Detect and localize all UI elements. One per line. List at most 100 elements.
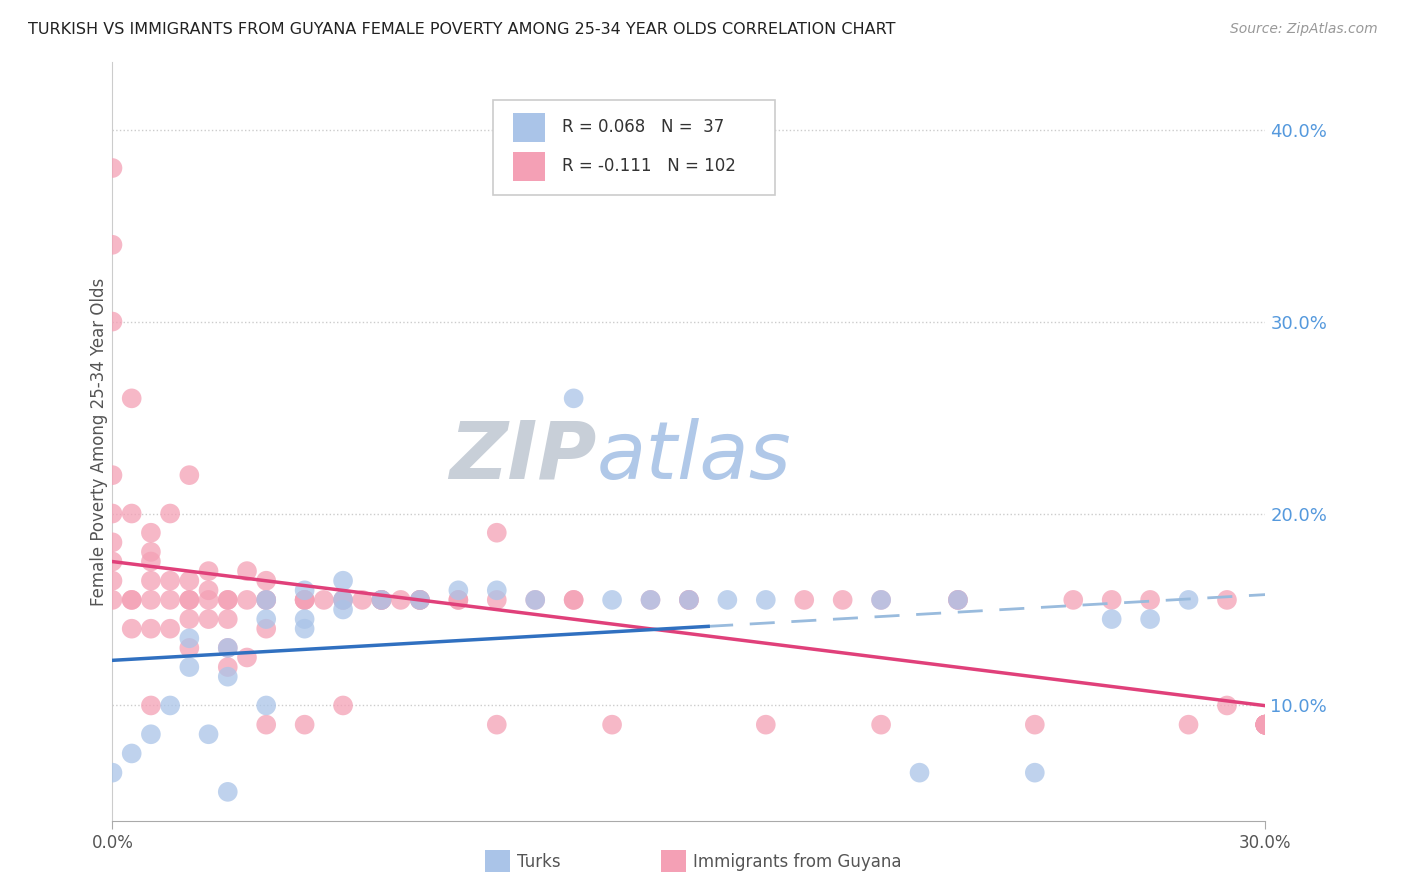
Point — [139, 554, 162, 568]
Point — [121, 507, 143, 521]
Point — [197, 727, 219, 741]
Point — [1139, 593, 1161, 607]
Point — [294, 717, 316, 731]
Point — [640, 593, 662, 607]
Point — [485, 583, 508, 598]
Point — [139, 698, 162, 713]
Point — [1024, 765, 1046, 780]
Point — [121, 747, 143, 761]
Point — [409, 593, 432, 607]
Point — [524, 593, 547, 607]
Point — [332, 593, 354, 607]
Point — [1024, 717, 1046, 731]
Point — [139, 574, 162, 588]
Point — [101, 507, 124, 521]
Point — [101, 535, 124, 549]
Point — [312, 593, 335, 607]
Point — [1177, 593, 1199, 607]
Point — [139, 545, 162, 559]
Point — [254, 574, 277, 588]
Point — [332, 698, 354, 713]
Point — [1254, 717, 1277, 731]
Point — [716, 593, 738, 607]
Point — [101, 237, 124, 252]
Point — [254, 593, 277, 607]
Point — [101, 765, 124, 780]
Point — [179, 593, 201, 607]
Point — [678, 593, 700, 607]
Point — [332, 593, 354, 607]
Point — [793, 593, 815, 607]
Point — [217, 593, 239, 607]
Point — [159, 574, 181, 588]
Point — [447, 593, 470, 607]
Point — [217, 593, 239, 607]
Point — [179, 574, 201, 588]
Point — [159, 593, 181, 607]
Point — [159, 698, 181, 713]
Point — [332, 602, 354, 616]
Point — [294, 593, 316, 607]
Point — [101, 554, 124, 568]
Point — [755, 717, 778, 731]
Text: R = 0.068   N =  37: R = 0.068 N = 37 — [562, 119, 724, 136]
Point — [101, 161, 124, 175]
Point — [1062, 593, 1084, 607]
Text: R = -0.111   N = 102: R = -0.111 N = 102 — [562, 158, 735, 176]
Point — [217, 640, 239, 655]
Point — [1254, 717, 1277, 731]
Point — [870, 593, 893, 607]
Point — [294, 583, 316, 598]
Text: ZIP: ZIP — [450, 417, 596, 496]
Point — [254, 717, 277, 731]
Point — [946, 593, 969, 607]
Point — [447, 583, 470, 598]
Point — [409, 593, 432, 607]
Point — [121, 622, 143, 636]
Text: atlas: atlas — [596, 417, 792, 496]
Point — [294, 622, 316, 636]
Text: Turks: Turks — [517, 853, 561, 871]
Point — [179, 640, 201, 655]
Point — [409, 593, 432, 607]
Point — [370, 593, 392, 607]
Point — [908, 765, 931, 780]
Point — [640, 593, 662, 607]
Point — [485, 593, 508, 607]
Point — [831, 593, 853, 607]
Point — [946, 593, 969, 607]
Point — [179, 612, 201, 626]
Point — [179, 660, 201, 674]
Point — [1177, 717, 1199, 731]
Point — [179, 593, 201, 607]
Point — [139, 622, 162, 636]
Point — [197, 583, 219, 598]
Point — [217, 660, 239, 674]
Point — [485, 525, 508, 540]
Point — [524, 593, 547, 607]
Point — [179, 468, 201, 483]
Point — [236, 650, 259, 665]
Point — [254, 698, 277, 713]
Point — [562, 593, 585, 607]
Text: Source: ZipAtlas.com: Source: ZipAtlas.com — [1230, 22, 1378, 37]
Point — [217, 640, 239, 655]
Point — [1216, 698, 1239, 713]
Point — [254, 622, 277, 636]
Point — [159, 507, 181, 521]
Point — [870, 717, 893, 731]
Point — [121, 593, 143, 607]
Point — [217, 785, 239, 799]
Point — [197, 612, 219, 626]
Point — [485, 717, 508, 731]
Point — [217, 612, 239, 626]
Y-axis label: Female Poverty Among 25-34 Year Olds: Female Poverty Among 25-34 Year Olds — [90, 277, 108, 606]
Point — [101, 468, 124, 483]
Point — [600, 717, 623, 731]
Point — [139, 727, 162, 741]
Point — [562, 593, 585, 607]
Point — [197, 593, 219, 607]
Point — [121, 593, 143, 607]
Point — [294, 593, 316, 607]
Point — [1254, 717, 1277, 731]
